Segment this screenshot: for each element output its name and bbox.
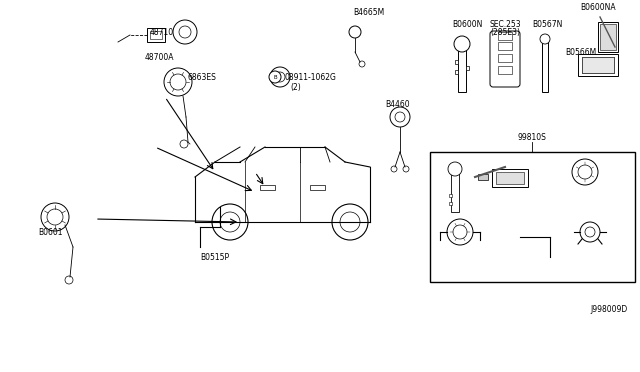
Circle shape xyxy=(585,227,595,237)
Circle shape xyxy=(448,162,462,176)
Bar xyxy=(466,66,469,70)
Bar xyxy=(498,32,512,40)
Bar xyxy=(582,57,614,73)
Bar xyxy=(150,31,162,39)
Text: (285E3): (285E3) xyxy=(490,28,520,36)
Circle shape xyxy=(349,26,361,38)
Circle shape xyxy=(540,34,550,44)
Text: B: B xyxy=(273,74,277,80)
Bar xyxy=(430,152,635,282)
Text: 6863ES: 6863ES xyxy=(188,73,217,81)
Circle shape xyxy=(403,166,409,172)
Bar xyxy=(542,42,548,92)
Circle shape xyxy=(395,112,405,122)
Bar xyxy=(147,28,165,42)
Circle shape xyxy=(453,225,467,239)
Circle shape xyxy=(390,107,410,127)
Circle shape xyxy=(578,165,592,179)
Bar xyxy=(455,70,458,74)
Bar xyxy=(492,169,528,187)
Bar xyxy=(449,202,452,205)
Text: 08911-1062G: 08911-1062G xyxy=(285,73,337,81)
Text: B0601: B0601 xyxy=(38,228,63,237)
Circle shape xyxy=(391,166,397,172)
Circle shape xyxy=(454,36,470,52)
Circle shape xyxy=(269,71,281,83)
Circle shape xyxy=(173,20,197,44)
Text: B0600N: B0600N xyxy=(452,19,483,29)
Circle shape xyxy=(179,26,191,38)
Text: B0566M: B0566M xyxy=(565,48,596,57)
Bar xyxy=(478,174,488,180)
Bar xyxy=(449,194,452,197)
Text: 48700A: 48700A xyxy=(145,52,175,61)
Circle shape xyxy=(170,74,186,90)
Circle shape xyxy=(164,68,192,96)
Bar xyxy=(578,54,618,76)
Circle shape xyxy=(275,72,285,82)
Text: B0567N: B0567N xyxy=(532,19,563,29)
Circle shape xyxy=(340,212,360,232)
Bar xyxy=(310,185,325,190)
Bar xyxy=(455,60,458,64)
Circle shape xyxy=(580,222,600,242)
Circle shape xyxy=(447,219,473,245)
Text: SEC.253: SEC.253 xyxy=(490,19,522,29)
FancyBboxPatch shape xyxy=(490,31,520,87)
Text: B4460: B4460 xyxy=(385,99,410,109)
Text: 99810S: 99810S xyxy=(518,132,547,141)
Text: B4665M: B4665M xyxy=(353,7,384,16)
Circle shape xyxy=(212,204,248,240)
Text: J998009D: J998009D xyxy=(590,305,627,314)
Bar xyxy=(260,185,275,190)
Bar xyxy=(451,172,459,212)
Circle shape xyxy=(359,61,365,67)
Bar xyxy=(582,57,614,73)
Bar xyxy=(600,24,616,50)
Circle shape xyxy=(270,67,290,87)
Circle shape xyxy=(65,276,73,284)
Circle shape xyxy=(220,212,240,232)
Text: B0600NA: B0600NA xyxy=(580,3,616,12)
Text: 48710: 48710 xyxy=(150,28,174,36)
Text: (2): (2) xyxy=(290,83,301,92)
Bar xyxy=(498,66,512,74)
Bar xyxy=(498,54,512,62)
Circle shape xyxy=(41,203,69,231)
Bar xyxy=(498,42,512,50)
Bar xyxy=(496,172,524,184)
Text: B0515P: B0515P xyxy=(200,253,229,262)
Bar xyxy=(598,22,618,52)
Circle shape xyxy=(47,209,63,225)
Circle shape xyxy=(332,204,368,240)
Bar xyxy=(458,47,466,92)
Circle shape xyxy=(180,140,188,148)
Circle shape xyxy=(572,159,598,185)
